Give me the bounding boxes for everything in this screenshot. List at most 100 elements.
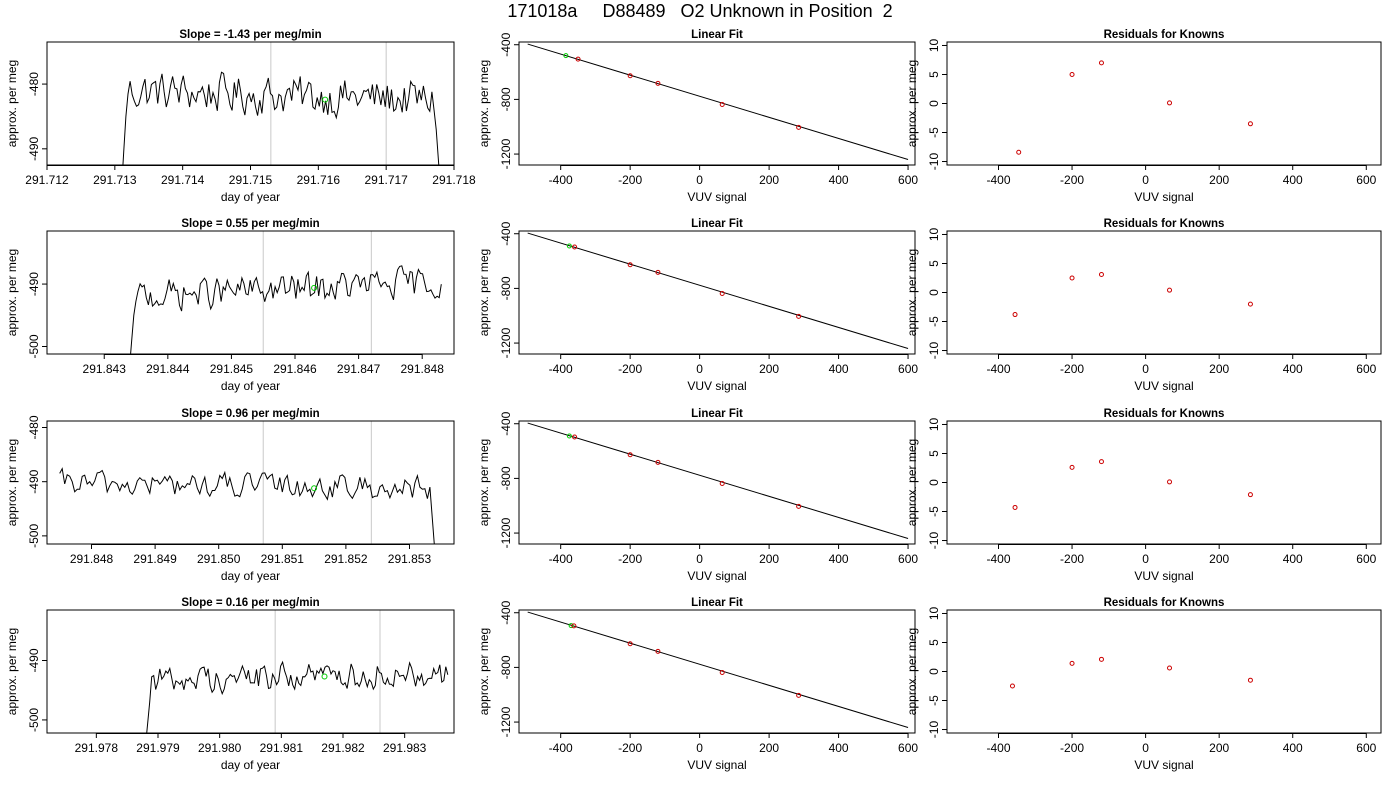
- known-point: [571, 623, 577, 629]
- unknown-point: [311, 284, 318, 291]
- known-point: [1167, 479, 1173, 485]
- y-tick-label: -1200: [499, 138, 513, 169]
- known-point: [627, 641, 633, 647]
- x-tick-label: 291.717: [364, 173, 408, 187]
- y-tick-label: 5: [927, 260, 941, 267]
- x-tick-label: -200: [618, 741, 642, 755]
- x-tick-label: 0: [1142, 173, 1149, 187]
- chart-title: Linear Fit: [691, 408, 743, 420]
- known-point: [1247, 677, 1253, 683]
- y-tick-label: -500: [27, 334, 41, 358]
- y-tick-label: -1200: [499, 706, 513, 737]
- x-axis-label: VUV signal: [1134, 190, 1193, 204]
- chart-title: Linear Fit: [691, 29, 743, 41]
- x-tick-label: -200: [1060, 173, 1084, 187]
- x-tick-label: 200: [1209, 362, 1229, 376]
- signal-trace: [146, 660, 449, 733]
- panel-1-1: 291.712 291.713 291.714 291.715 291.716 291.7…: [5, 29, 476, 204]
- chart-title: Linear Fit: [691, 218, 743, 230]
- x-tick-label: 291.715: [229, 173, 273, 187]
- x-tick-label: 400: [1283, 173, 1303, 187]
- x-tick-label: -200: [1060, 362, 1084, 376]
- y-axis-label: approx. per meg: [5, 60, 19, 147]
- y-tick-label: -800: [499, 87, 513, 111]
- known-point: [1069, 464, 1075, 470]
- x-tick-label: 600: [1356, 741, 1376, 755]
- x-tick-label: 291.712: [25, 173, 69, 187]
- x-tick-label: 291.983: [383, 741, 427, 755]
- x-axis-label: day of year: [221, 758, 280, 772]
- unknown-point: [566, 243, 572, 249]
- known-point: [719, 290, 725, 296]
- x-tick-label: 400: [829, 552, 849, 566]
- y-tick-label: -490: [27, 469, 41, 493]
- x-tick-label: 200: [1209, 741, 1229, 755]
- y-tick-label: -400: [499, 600, 513, 624]
- panel-3-2: -400 -200 0 200 400 600 -400 -800 -1200 Linear Fi…: [477, 408, 918, 583]
- x-tick-label: -200: [1060, 741, 1084, 755]
- x-tick-label: 200: [1209, 173, 1229, 187]
- plot-area: [527, 611, 909, 729]
- y-tick-label: -1200: [499, 517, 513, 548]
- known-point: [1009, 683, 1015, 689]
- y-tick-label: -490: [27, 272, 41, 296]
- x-tick-label: 291.851: [261, 552, 305, 566]
- x-tick-label: 291.852: [324, 552, 368, 566]
- known-point: [1247, 121, 1253, 127]
- x-tick-label: 0: [1142, 362, 1149, 376]
- y-tick-label: -10: [927, 153, 941, 171]
- x-tick-label: 291.978: [75, 741, 119, 755]
- x-tick-label: 200: [759, 552, 779, 566]
- plot-area: [527, 422, 909, 540]
- known-point: [1098, 656, 1104, 662]
- y-tick-label: 10: [927, 38, 941, 52]
- x-axis-label: VUV signal: [687, 190, 746, 204]
- x-tick-label: -400: [549, 173, 573, 187]
- x-tick-label: 291.718: [432, 173, 476, 187]
- x-tick-label: 0: [696, 362, 703, 376]
- y-tick-label: 0: [927, 100, 941, 107]
- x-tick-label: -400: [986, 173, 1010, 187]
- y-tick-label: -400: [499, 221, 513, 245]
- panel-1-3: -400 -200 0 200 400 600 10 5 0 -5 -10 Residuals for…: [905, 29, 1382, 204]
- plot-area: [527, 43, 909, 161]
- known-point: [1167, 665, 1173, 671]
- y-tick-label: -10: [927, 721, 941, 739]
- panel-4-3: -400 -200 0 200 400 600 10 5 0 -5 -10 Residuals for…: [905, 597, 1382, 772]
- panel-1-2: -400 -200 0 200 400 600 -400 -800 -1200 Linear Fi…: [477, 29, 918, 204]
- x-tick-label: 291.850: [197, 552, 241, 566]
- x-tick-label: 600: [898, 362, 918, 376]
- x-tick-label: 291.714: [161, 173, 205, 187]
- x-tick-label: 600: [1356, 173, 1376, 187]
- x-tick-label: 0: [696, 741, 703, 755]
- x-tick-label: 291.979: [136, 741, 180, 755]
- chart-title: Linear Fit: [691, 597, 743, 609]
- y-axis-label: approx. per meg: [905, 249, 919, 336]
- plot-area: [1012, 459, 1253, 510]
- plot-frame: [946, 609, 1382, 734]
- x-axis-label: VUV signal: [687, 379, 746, 393]
- y-tick-label: 5: [927, 639, 941, 646]
- x-tick-label: 291.847: [337, 362, 381, 376]
- x-tick-label: 600: [898, 173, 918, 187]
- x-tick-label: 200: [759, 741, 779, 755]
- x-tick-label: 400: [1283, 552, 1303, 566]
- known-point: [1069, 275, 1075, 281]
- x-axis-label: VUV signal: [1134, 758, 1193, 772]
- known-point: [1247, 301, 1253, 307]
- signal-trace: [122, 71, 440, 165]
- x-tick-label: 291.980: [198, 741, 242, 755]
- known-point: [719, 101, 725, 107]
- known-point: [1098, 272, 1104, 278]
- x-tick-label: -400: [549, 552, 573, 566]
- chart-title: Slope = 0.16 per meg/min: [181, 597, 319, 609]
- y-axis-label: approx. per meg: [905, 628, 919, 715]
- y-axis-label: approx. per meg: [477, 439, 491, 526]
- known-point: [1012, 312, 1018, 318]
- x-tick-label: 600: [1356, 552, 1376, 566]
- signal-trace: [130, 265, 442, 354]
- x-tick-label: -200: [618, 173, 642, 187]
- known-point: [796, 692, 802, 698]
- known-point: [627, 73, 633, 79]
